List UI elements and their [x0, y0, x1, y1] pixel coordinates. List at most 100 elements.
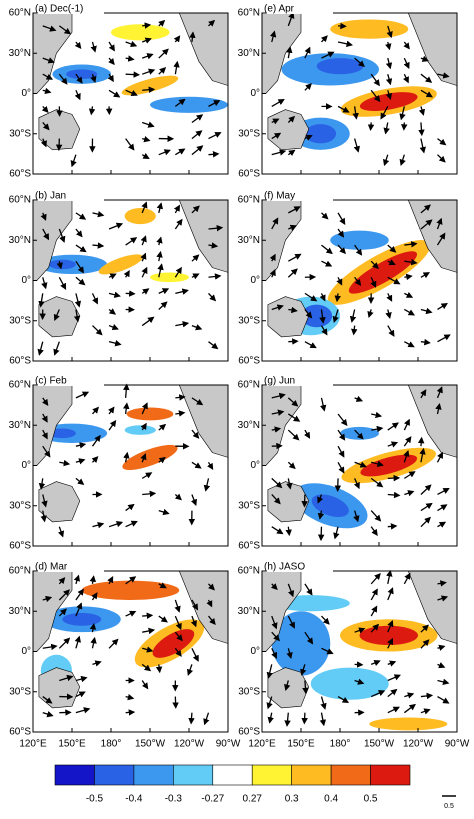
- colorbar-label: -0.3: [165, 794, 183, 805]
- colorbar-label: 0.5: [364, 794, 378, 805]
- wind-vector: [142, 615, 152, 616]
- lat-tick-label: 30°S: [9, 686, 31, 697]
- colorbar-box: [134, 765, 173, 785]
- lat-tick-label: 0°: [250, 460, 260, 471]
- lon-tick-label: 150°E: [58, 739, 86, 750]
- wind-vector: [126, 712, 134, 713]
- panel-label: (d) Mar: [35, 562, 68, 573]
- wind-vector: [304, 713, 305, 724]
- lat-tick-label: 30°S: [238, 128, 260, 139]
- lat-tick-label: 30°S: [238, 500, 260, 511]
- lat-tick-label: 30°N: [238, 420, 260, 431]
- map-panel: (b) Jan 60°N 30°N 0° 30°S 60°S: [9, 190, 228, 367]
- lat-tick-label: 60°N: [9, 8, 31, 19]
- anomaly-region: [150, 272, 189, 282]
- colorbar-box: [252, 765, 291, 785]
- panel-label: (f) May: [264, 191, 295, 202]
- lat-tick-label: 0°: [21, 88, 31, 99]
- colorbar-box: [371, 765, 410, 785]
- colorbar-box: [292, 765, 331, 785]
- lat-tick-label: 60°S: [9, 356, 31, 367]
- colorbar-box: [55, 765, 94, 785]
- lon-tick-label: 180°: [101, 739, 122, 750]
- lon-tick-label: 120°W: [174, 739, 205, 750]
- lat-tick-label: 60°N: [238, 8, 260, 19]
- colorbar-box: [331, 765, 370, 785]
- wind-vector: [126, 74, 139, 75]
- anomaly-region: [311, 668, 389, 700]
- wind-vector: [388, 478, 399, 479]
- lat-tick-label: 60°S: [9, 169, 31, 180]
- lat-tick-label: 30°N: [238, 235, 260, 246]
- colorbar-label: 0.4: [324, 794, 338, 805]
- panel-label: (e) Apr: [264, 4, 295, 15]
- anomaly-region: [305, 124, 336, 143]
- anomaly-region: [62, 613, 101, 626]
- map-panel: (g) Jun 60°N 30°N 0° 30°S 60°S: [238, 375, 457, 552]
- lat-tick-label: 60°S: [238, 727, 260, 738]
- lat-tick-label: 60°S: [238, 169, 260, 180]
- lon-tick-label: 120°E: [248, 739, 276, 750]
- lat-tick-label: 0°: [250, 88, 260, 99]
- anomaly-region: [150, 97, 228, 113]
- wind-vector: [159, 664, 160, 672]
- lat-tick-label: 30°N: [9, 235, 31, 246]
- colorbar-label: 0.27: [242, 794, 262, 805]
- lat-tick-label: 30°N: [238, 606, 260, 617]
- panel-label: (b) Jan: [35, 191, 66, 202]
- wind-vector: [305, 680, 306, 693]
- lat-tick-label: 30°S: [9, 500, 31, 511]
- wind-vector: [191, 713, 192, 724]
- lon-tick-label: 120°W: [403, 739, 434, 750]
- lat-tick-label: 60°N: [238, 380, 260, 391]
- lat-tick-label: 0°: [21, 460, 31, 471]
- lat-tick-label: 60°S: [9, 727, 31, 738]
- lat-tick-label: 30°N: [9, 420, 31, 431]
- lat-tick-label: 0°: [21, 275, 31, 286]
- colorbar-box: [94, 765, 133, 785]
- colorbar-label: -0.27: [201, 794, 224, 805]
- lon-tick-label: 150°E: [287, 739, 315, 750]
- lon-tick-label: 150°W: [364, 739, 395, 750]
- lat-tick-label: 30°S: [9, 128, 31, 139]
- lat-tick-label: 30°N: [9, 48, 31, 59]
- lat-tick-label: 60°S: [238, 541, 260, 552]
- wind-vector: [371, 122, 372, 129]
- lat-tick-label: 60°N: [9, 195, 31, 206]
- panel-label: (a) Dec(-1): [35, 4, 83, 15]
- lon-tick-label: 90°W: [216, 739, 241, 750]
- panel-label: (g) Jun: [264, 376, 295, 387]
- anomaly-region: [125, 425, 156, 435]
- map-panel: (e) Apr 60°N 30°N 0° 30°S 60°S: [238, 3, 457, 180]
- lat-tick-label: 30°S: [238, 686, 260, 697]
- lat-tick-label: 0°: [21, 646, 31, 657]
- wind-vector: [388, 526, 396, 527]
- anomaly-region: [127, 408, 174, 421]
- lat-tick-label: 60°S: [238, 356, 260, 367]
- panel-label: (h) JASO: [264, 562, 305, 573]
- lat-tick-label: 30°S: [238, 315, 260, 326]
- wind-vector: [354, 326, 355, 335]
- lon-tick-label: 120°E: [19, 739, 47, 750]
- wind-vector: [421, 438, 422, 446]
- lat-tick-label: 30°S: [9, 315, 31, 326]
- anomaly-region: [317, 58, 364, 74]
- anomaly-region: [340, 427, 379, 440]
- lat-tick-label: 60°N: [238, 566, 260, 577]
- lat-tick-label: 60°N: [9, 380, 31, 391]
- colorbar-box: [213, 765, 252, 785]
- lat-tick-label: 30°N: [238, 48, 260, 59]
- lat-tick-label: 0°: [250, 275, 260, 286]
- anomaly-region: [369, 718, 447, 731]
- panel-label: (c) Feb: [35, 376, 67, 387]
- anomaly-region: [49, 260, 76, 270]
- wind-vector: [421, 122, 422, 134]
- wind-vector: [209, 154, 219, 155]
- colorbar-box: [173, 765, 212, 785]
- map-panel: (a) Dec(-1) 60°N 30°N 0° 30°S 60°S: [9, 3, 228, 180]
